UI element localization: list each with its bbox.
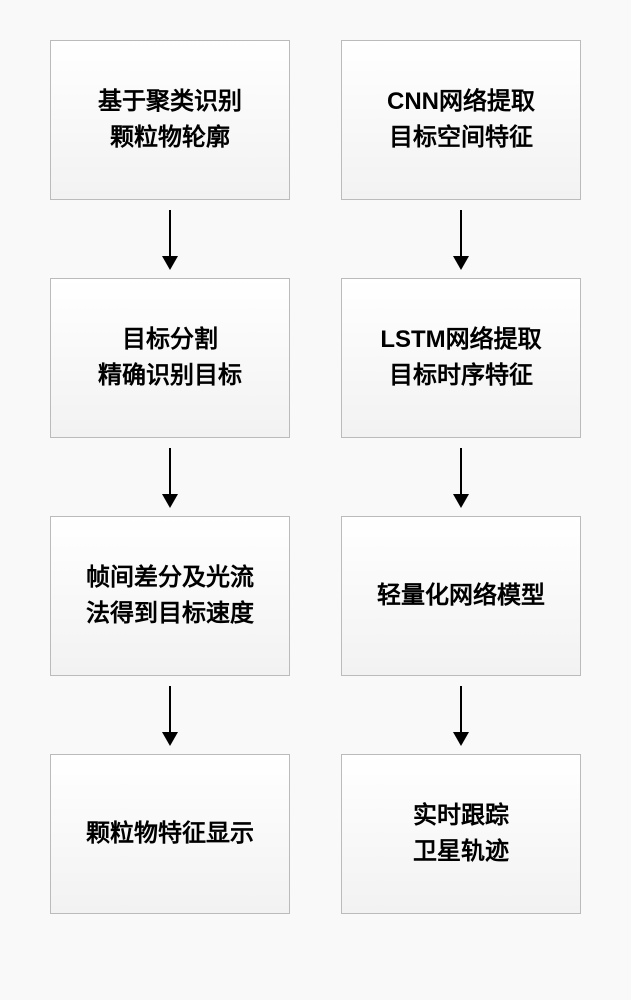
node-cluster-contour: 基于聚类识别 颗粒物轮廓	[50, 40, 290, 200]
node-text-line: 颗粒物特征显示	[86, 816, 254, 852]
node-text-line: 轻量化网络模型	[377, 578, 545, 614]
node-frame-diff-optical: 帧间差分及光流 法得到目标速度	[50, 516, 290, 676]
node-text-line: 卫星轨迹	[413, 834, 509, 870]
arrow-down	[460, 200, 462, 278]
arrow-down	[460, 676, 462, 754]
node-text-line: 精确识别目标	[98, 358, 242, 394]
arrow-down	[460, 438, 462, 516]
node-text-line: 帧间差分及光流	[86, 560, 254, 596]
node-lightweight-model: 轻量化网络模型	[341, 516, 581, 676]
node-realtime-track: 实时跟踪 卫星轨迹	[341, 754, 581, 914]
node-text-line: 法得到目标速度	[86, 596, 254, 632]
node-text-line: LSTM网络提取	[380, 322, 541, 358]
node-text-line: 目标时序特征	[389, 358, 533, 394]
node-segmentation: 目标分割 精确识别目标	[50, 278, 290, 438]
node-text-line: 目标分割	[122, 322, 218, 358]
node-text-line: 实时跟踪	[413, 798, 509, 834]
arrow-down	[169, 200, 171, 278]
flowchart-container: 基于聚类识别 颗粒物轮廓 目标分割 精确识别目标 帧间差分及光流 法得到目标速度…	[0, 0, 631, 954]
arrow-down	[169, 438, 171, 516]
node-text-line: 基于聚类识别	[98, 84, 242, 120]
node-lstm-temporal: LSTM网络提取 目标时序特征	[341, 278, 581, 438]
node-text-line: 颗粒物轮廓	[110, 120, 230, 156]
node-text-line: 目标空间特征	[389, 120, 533, 156]
node-text-line: CNN网络提取	[387, 84, 535, 120]
node-particle-display: 颗粒物特征显示	[50, 754, 290, 914]
arrow-down	[169, 676, 171, 754]
node-cnn-spatial: CNN网络提取 目标空间特征	[341, 40, 581, 200]
right-column: CNN网络提取 目标空间特征 LSTM网络提取 目标时序特征 轻量化网络模型 实…	[341, 40, 581, 914]
left-column: 基于聚类识别 颗粒物轮廓 目标分割 精确识别目标 帧间差分及光流 法得到目标速度…	[50, 40, 290, 914]
